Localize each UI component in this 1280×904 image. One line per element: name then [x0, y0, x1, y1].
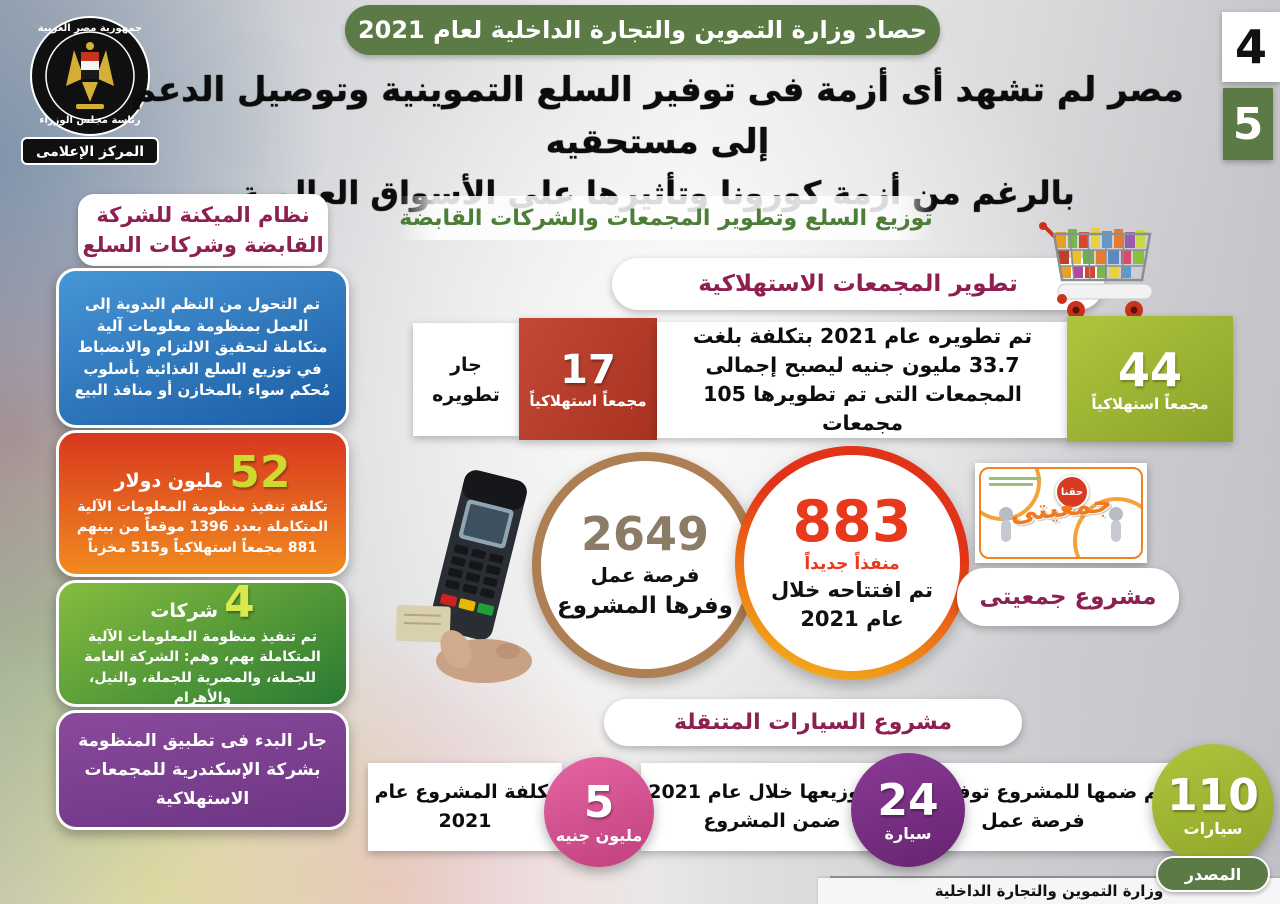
cars-distributed-text: تم توزيعها خلال عام 2021 ضمن المشروع	[648, 781, 896, 832]
cars-added-number: 110	[1167, 769, 1259, 821]
outlets-circle: 883 منفذاً جديداً تم افتتاحه خلال عام 20…	[735, 446, 969, 680]
source-label-text: المصدر	[1184, 864, 1242, 884]
outlets-line1: منفذاً جديداً	[804, 554, 900, 574]
in-progress-box: 17 مجمعاً استهلاكياً	[519, 318, 657, 440]
logo-badge: حقنا	[1055, 475, 1089, 509]
logo-fine-print-line1	[989, 477, 1041, 480]
emblem-top-text: جمهورية مصر العربية	[38, 23, 143, 34]
logo-badge-text: حقنا	[1060, 486, 1084, 498]
section-title-strip: توزيع السلع وتطوير المجمعات والشركات الق…	[398, 196, 934, 240]
outlets-line3: عام 2021	[800, 607, 904, 631]
in-progress-number: 17	[560, 347, 616, 393]
header-banner-text: حصاد وزارة التموين والتجارة الداخلية لعا…	[357, 16, 928, 44]
cost-unit: مليون دولار	[114, 469, 224, 492]
emblem-bottom-text: رئاسة مجلس الوزراء	[39, 115, 140, 126]
outlets-circle-inner: 883 منفذاً جديداً تم افتتاحه خلال عام 20…	[744, 455, 960, 671]
companies-number-row: 4 شركات	[150, 576, 255, 628]
cars-cost-number: 5	[583, 776, 615, 828]
logo-fine-print-line2	[989, 483, 1033, 486]
automation-box: تم التحول من النظم اليدوية إلى العمل بمن…	[56, 268, 349, 428]
header-banner: حصاد وزارة التموين والتجارة الداخلية لعا…	[345, 5, 940, 55]
cost-number-row: 52 مليون دولار	[114, 446, 291, 498]
sidebar-title-text: نظام الميكنة للشركة القابضة وشركات السلع	[82, 203, 324, 257]
companies-number: 4	[224, 576, 255, 628]
page-number-bottom-text: 5	[1232, 98, 1264, 150]
cars-cost-bar: تكلفة المشروع عام 2021	[368, 763, 562, 851]
outlets-number: 883	[792, 489, 912, 555]
government-emblem: جمهورية مصر العربية رئاسة مجلس الوزراء ا…	[14, 8, 166, 168]
complexes-description-box: تم تطويره عام 2021 بتكلفة بلغت 33.7 مليو…	[657, 322, 1068, 438]
emblem-icon: جمهورية مصر العربية رئاسة مجلس الوزراء ا…	[21, 16, 159, 165]
outlets-line2: تم افتتاحه خلال	[770, 578, 934, 602]
page-number-bottom: 5	[1223, 88, 1273, 160]
cost-box: 52 مليون دولار تكلفة تنفيذ منظومة المعلو…	[56, 430, 349, 577]
cars-added-unit: سيارات	[1183, 818, 1243, 838]
source-divider	[830, 876, 1160, 878]
cars-distributed-number: 24	[877, 774, 939, 826]
developed-number: 44	[1118, 343, 1183, 397]
source-label-pill: المصدر	[1156, 856, 1270, 892]
complexes-description-text: تم تطويره عام 2021 بتكلفة بلغت 33.7 مليو…	[692, 324, 1033, 435]
sidebar-title-card: نظام الميكنة للشركة القابضة وشركات السلع	[78, 194, 328, 266]
cars-distributed-circle: 24 سيارة	[851, 753, 965, 867]
gameyti-label-text: مشروع جمعيتى	[979, 584, 1157, 610]
automation-text: تم التحول من النظم اليدوية إلى العمل بمن…	[74, 295, 331, 400]
cost-text: تكلفة تنفيذ منظومة المعلومات الآلية المت…	[76, 498, 329, 556]
cars-title-text: مشروع السيارات المتنقلة	[673, 710, 953, 735]
logo-figure-right	[1109, 507, 1123, 542]
developed-box: 44 مجمعاً استهلاكياً	[1067, 316, 1233, 442]
companies-unit: شركات	[150, 599, 219, 622]
source-text: وزارة التموين والتجارة الداخلية	[934, 882, 1164, 900]
complexes-title-bar: تطوير المجمعات الاستهلاكية	[612, 258, 1104, 310]
pos-terminal-icon	[395, 470, 532, 683]
alexandria-box: جار البدء فى تطبيق المنظومة بشركة الإسكن…	[56, 710, 349, 830]
shopping-cart-icon	[1039, 222, 1153, 319]
page-title-line1: مصر لم تشهد أى أزمة فى توفير السلع التمو…	[131, 70, 1184, 162]
emblem-banner-text: المركز الإعلامى	[36, 144, 144, 160]
companies-box: 4 شركات تم تنفيذ منظومة المعلومات الآلية…	[56, 576, 349, 707]
jobs-line2: وفرها المشروع	[557, 593, 733, 619]
page-number-top-text: 4	[1235, 20, 1268, 74]
pos-terminal-illustration	[392, 455, 562, 685]
cost-number: 52	[229, 446, 291, 498]
in-progress-status-text: جار تطويره	[432, 353, 500, 406]
gameyti-label-bar: مشروع جمعيتى	[957, 568, 1179, 626]
cars-cost-circle: 5 مليون جنيه	[544, 757, 654, 867]
logo-swoosh-bottom	[1073, 497, 1141, 557]
alexandria-text: جار البدء فى تطبيق المنظومة بشركة الإسكن…	[78, 730, 327, 809]
section-title-text: توزيع السلع وتطوير المجمعات والشركات الق…	[399, 205, 933, 231]
gameyti-logo-card: حقنا جمعيتى	[975, 463, 1147, 563]
jobs-line1: فرصة عمل	[590, 563, 700, 587]
cars-cost-unit: مليون جنيه	[555, 825, 643, 845]
logo-figure-left	[999, 507, 1013, 542]
jobs-circle: 2649 فرصة عمل وفرها المشروع	[532, 452, 758, 678]
companies-text: تم تنفيذ منظومة المعلومات الآلية المتكام…	[84, 628, 321, 707]
in-progress-unit: مجمعاً استهلاكياً	[529, 392, 647, 410]
in-progress-status-box: جار تطويره	[413, 323, 519, 436]
cars-title-bar: مشروع السيارات المتنقلة	[604, 699, 1022, 746]
cars-distributed-unit: سيارة	[884, 823, 932, 843]
cars-cost-text: تكلفة المشروع عام 2021	[374, 781, 556, 832]
gameyti-logo-frame: حقنا جمعيتى	[979, 467, 1143, 559]
cars-added-circle: 110 سيارات	[1152, 744, 1274, 866]
jobs-number: 2649	[580, 507, 710, 561]
developed-unit: مجمعاً استهلاكياً	[1091, 395, 1209, 413]
page-number-top: 4	[1222, 12, 1280, 82]
complexes-title-text: تطوير المجمعات الاستهلاكية	[698, 271, 1018, 297]
shopping-cart-illustration	[1028, 220, 1176, 328]
